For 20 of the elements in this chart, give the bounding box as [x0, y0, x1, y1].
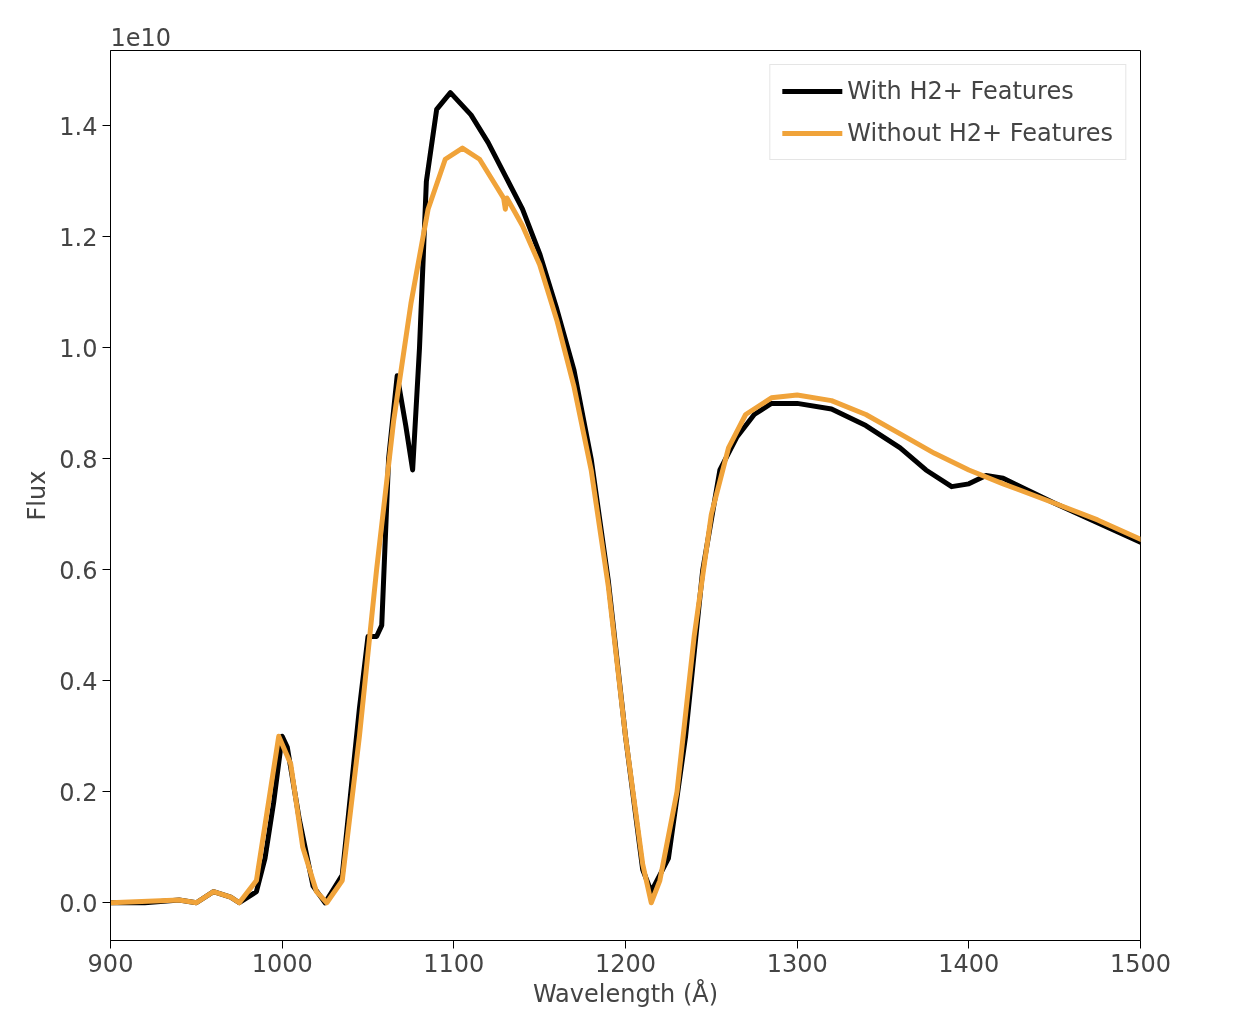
x-tick-label: 1400: [938, 949, 1000, 978]
y-tick-label: 0.0: [59, 889, 98, 918]
x-tick-label: 900: [87, 949, 134, 978]
y-axis-title: Flux: [23, 470, 52, 521]
x-axis-title: Wavelength (Å): [532, 978, 719, 1008]
legend-label: With H2+ Features: [847, 77, 1074, 105]
y-tick-label: 1.0: [59, 334, 98, 363]
y-tick-label: 0.4: [59, 667, 98, 696]
x-tick-label: 1500: [1109, 949, 1172, 978]
y-tick-label: 0.8: [59, 445, 98, 474]
x-tick-label: 1000: [251, 949, 313, 978]
y-tick-label: 1.4: [59, 112, 98, 141]
x-tick-label: 1300: [766, 949, 828, 978]
legend-label: Without H2+ Features: [847, 119, 1113, 147]
y-tick-label: 0.6: [59, 556, 98, 585]
x-tick-label: 1100: [423, 949, 485, 978]
y-tick-label: 0.2: [59, 778, 98, 807]
x-tick-label: 1200: [594, 949, 657, 978]
annotation: 1e10: [110, 23, 172, 52]
y-tick-label: 1.2: [59, 223, 98, 252]
